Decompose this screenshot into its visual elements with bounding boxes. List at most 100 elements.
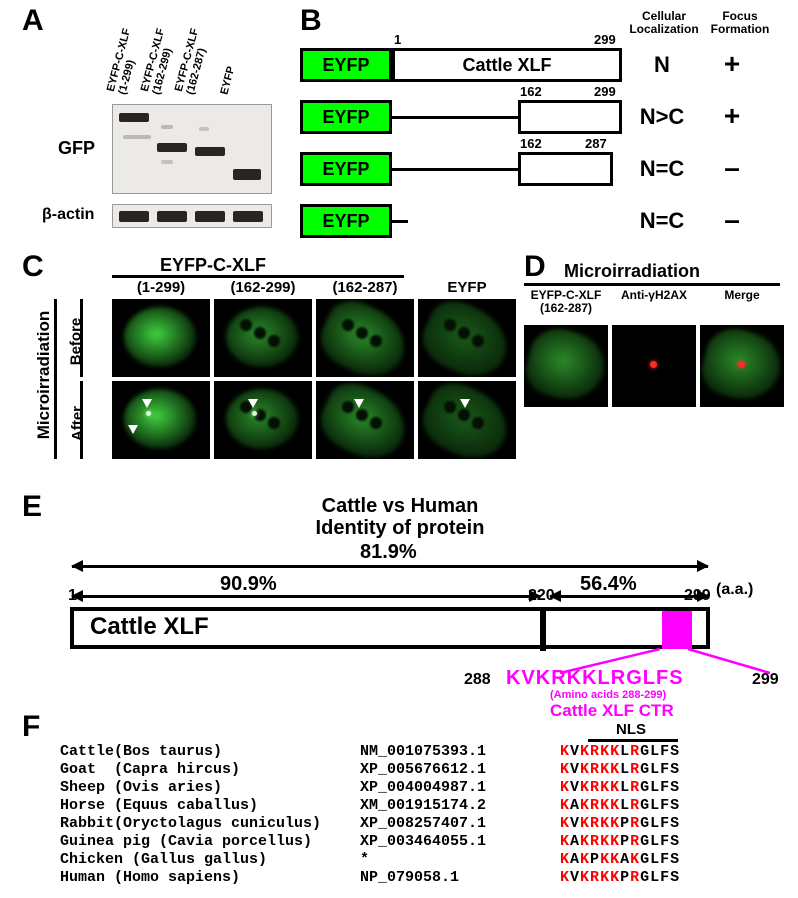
residue: K — [560, 797, 570, 814]
panel-d-col-header: EYFP-C-XLF (162-287) — [524, 289, 608, 315]
residue: K — [560, 869, 570, 886]
residue: K — [580, 869, 590, 886]
actin-band — [233, 211, 263, 222]
residue: L — [650, 833, 660, 850]
actin-band — [195, 211, 225, 222]
localization-value: N>C — [632, 104, 692, 130]
nucleolus — [458, 409, 470, 421]
species-name: Goat (Capra hircus) — [60, 761, 240, 778]
construct-row: EYFP162287N=C– — [300, 152, 790, 192]
panel-b: Cellular Localization Focus Formation EY… — [300, 8, 790, 238]
residue: K — [560, 743, 570, 760]
residue: K — [600, 743, 610, 760]
residue: K — [610, 779, 620, 796]
residue: G — [640, 779, 650, 796]
residue: V — [570, 761, 580, 778]
residue: K — [600, 815, 610, 832]
residue: G — [640, 833, 650, 850]
gfp-label: GFP — [58, 138, 95, 159]
mid-num: 220 — [528, 587, 555, 605]
residue: G — [640, 869, 650, 886]
accession-number: NM_001075393.1 — [360, 743, 486, 760]
aa-end: 299 — [594, 84, 616, 99]
residue: F — [660, 779, 670, 796]
residue: R — [630, 797, 640, 814]
panel-d: Microirradiation EYFP-C-XLF (162-287)Ant… — [520, 255, 790, 475]
ctr-end: 299 — [752, 671, 779, 689]
arrowhead-icon — [460, 399, 470, 408]
aa-end: 299 — [594, 32, 616, 47]
arrowhead-icon — [142, 399, 152, 408]
residue: R — [630, 743, 640, 760]
alignment-sequence: KAKRKKLRGLFS — [560, 797, 680, 814]
nucleolus — [458, 327, 470, 339]
nucleolus — [472, 335, 484, 347]
microscopy-image — [612, 325, 696, 407]
residue: K — [610, 797, 620, 814]
nucleolus — [444, 401, 456, 413]
residue: K — [600, 761, 610, 778]
cell-blob — [124, 307, 196, 367]
residue: K — [560, 761, 570, 778]
side-bar — [54, 299, 57, 459]
focus-value: + — [712, 48, 752, 80]
residue: K — [600, 833, 610, 850]
cell-blob — [524, 325, 608, 407]
actin-band — [157, 211, 187, 222]
ctr-region-box — [662, 611, 692, 649]
nucleolus — [342, 319, 354, 331]
residue: R — [590, 743, 600, 760]
focus-value: + — [712, 100, 752, 132]
residue: R — [630, 761, 640, 778]
panel-d-underline — [524, 283, 780, 286]
focus-dot — [146, 411, 151, 416]
panel-c-col-header: (162-287) — [316, 279, 414, 296]
residue: R — [590, 761, 600, 778]
residue: R — [590, 779, 600, 796]
panel-e: Cattle vs Human Identity of protein 81.9… — [20, 495, 780, 705]
xlf-box-label: Cattle XLF — [90, 613, 209, 641]
residue: R — [590, 833, 600, 850]
cell-blob — [124, 389, 196, 449]
residue: S — [670, 869, 680, 886]
panel-c-col-header: EYFP — [418, 279, 516, 296]
nucleolus — [342, 401, 354, 413]
residue: K — [600, 797, 610, 814]
residue: K — [580, 761, 590, 778]
species-name: Human (Homo sapiens) — [60, 869, 240, 886]
species-name: Horse (Equus caballus) — [60, 797, 258, 814]
residue: L — [620, 779, 630, 796]
microscopy-image — [316, 299, 414, 377]
panel-e-title: Cattle vs Human Identity of protein — [250, 495, 550, 539]
faint-band — [161, 125, 173, 129]
gfp-band — [119, 113, 149, 122]
residue: K — [610, 869, 620, 886]
residue: K — [600, 851, 610, 868]
localization-value: N — [632, 52, 692, 78]
accession-number: XP_003464055.1 — [360, 833, 486, 850]
species-name: Chicken (Gallus gallus) — [60, 851, 267, 868]
alignment-sequence: KVKRKKPRGLFS — [560, 815, 680, 832]
faint-band — [199, 127, 209, 131]
nucleolus — [356, 327, 368, 339]
focus-dot — [252, 411, 257, 416]
residue: S — [670, 743, 680, 760]
microirradiation-label: Microirradiation — [34, 311, 54, 439]
aa-start: 162 — [520, 136, 542, 151]
title-underline — [112, 275, 404, 278]
eyfp-box: EYFP — [300, 152, 392, 186]
residue: P — [620, 815, 630, 832]
alignment-sequence: KVKRKKLRGLFS — [560, 779, 680, 796]
panel-d-title: Microirradiation — [564, 261, 700, 282]
residue: V — [570, 779, 580, 796]
xlf-fragment-box — [518, 100, 622, 134]
accession-number: NP_079058.1 — [360, 869, 459, 886]
nucleolus — [240, 319, 252, 331]
alignment-sequence: KVKRKKLRGLFS — [560, 761, 680, 778]
microscopy-image — [524, 325, 608, 407]
ctr-start: 288 — [464, 671, 491, 689]
construct-row: EYFPCattle XLF1299N+ — [300, 48, 790, 88]
residue: L — [650, 779, 660, 796]
nucleolus — [254, 327, 266, 339]
accession-number: XP_005676612.1 — [360, 761, 486, 778]
